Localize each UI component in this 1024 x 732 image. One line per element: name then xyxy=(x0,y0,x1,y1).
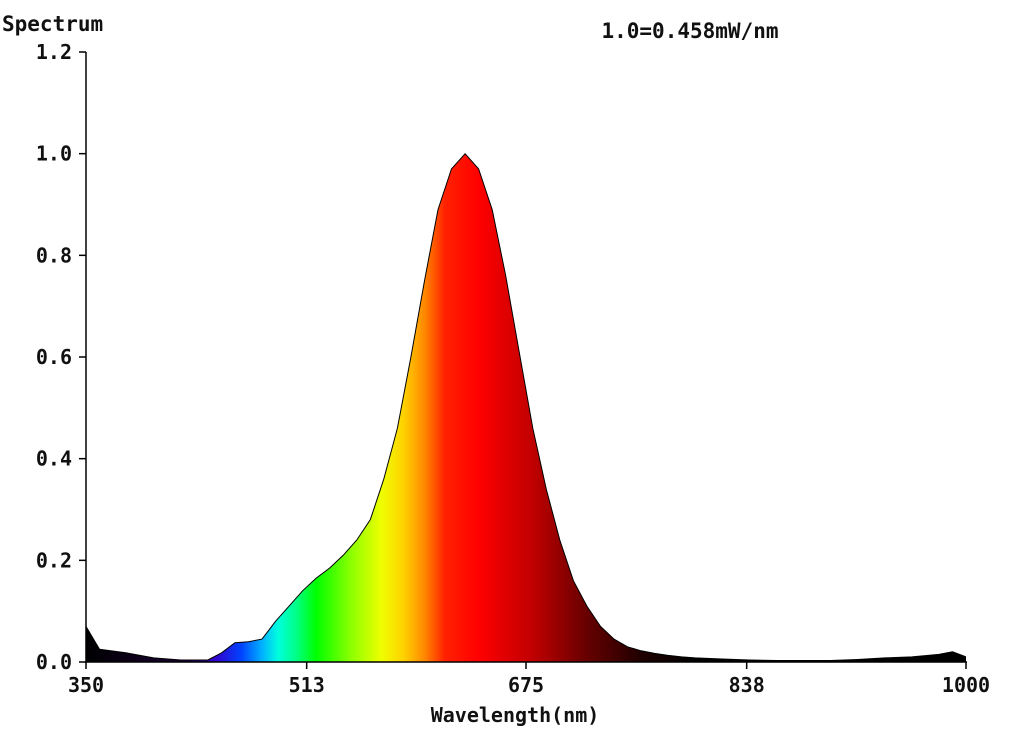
y-tick-label: 0.4 xyxy=(36,447,72,471)
y-tick-label: 0.2 xyxy=(36,548,72,572)
scale-annotation: 1.0=0.458mW/nm xyxy=(601,19,778,43)
y-tick-label: 0.0 xyxy=(36,650,72,674)
y-tick-label: 1.2 xyxy=(36,40,72,64)
spectrum-outline xyxy=(85,152,967,661)
spectrum-area xyxy=(86,153,966,662)
chart-title: Spectrum xyxy=(2,12,103,36)
x-tick-label: 350 xyxy=(68,673,104,697)
y-axis-ticks: 0.0 0.2 0.4 0.6 0.8 1.0 1.2 xyxy=(36,40,86,674)
x-tick-label: 513 xyxy=(289,673,325,697)
x-tick-label: 1000 xyxy=(942,673,990,697)
x-axis-label: Wavelength(nm) xyxy=(431,703,600,727)
y-tick-label: 0.6 xyxy=(36,345,72,369)
x-tick-label: 675 xyxy=(508,673,544,697)
y-tick-label: 1.0 xyxy=(36,142,72,166)
y-tick-label: 0.8 xyxy=(36,243,72,267)
plot-area xyxy=(85,152,967,662)
x-tick-label: 838 xyxy=(729,673,765,697)
x-axis-ticks: 350 513 675 838 1000 xyxy=(68,662,990,697)
